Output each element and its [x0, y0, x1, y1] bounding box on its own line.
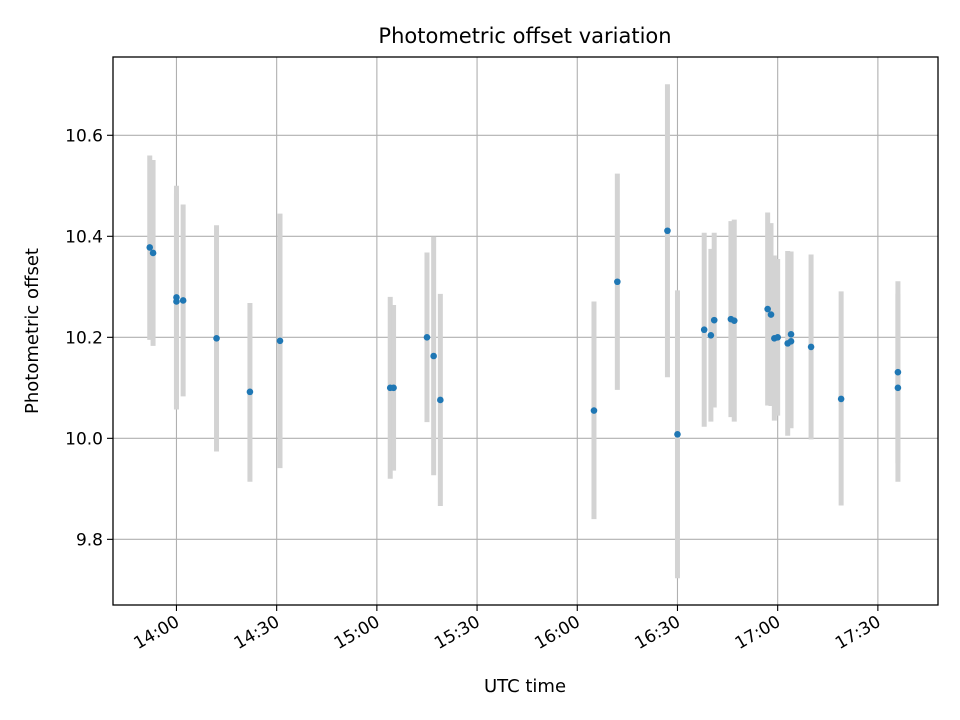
y-tick-label: 10.4: [65, 227, 103, 247]
data-point: [423, 334, 431, 341]
data-point: [664, 227, 671, 235]
data-point: [213, 335, 220, 342]
data-point: [390, 384, 397, 392]
y-tick-label: 9.8: [76, 530, 103, 550]
data-point: [837, 395, 845, 403]
data-point: [764, 305, 771, 313]
y-axis-ticks: 9.8 10.0 10.2 10.4 10.6: [65, 126, 113, 550]
data-point: [710, 316, 718, 324]
data-point: [707, 331, 715, 339]
data-point: [894, 384, 902, 392]
data-point: [787, 338, 795, 345]
data-point: [774, 334, 781, 341]
data-point: [149, 249, 157, 257]
y-tick-label: 10.2: [65, 328, 103, 348]
data-point: [430, 352, 437, 360]
data-point: [614, 278, 621, 286]
data-point: [246, 388, 254, 396]
data-point: [767, 311, 775, 318]
data-point: [674, 430, 681, 438]
data-point: [179, 297, 187, 304]
data-point: [807, 343, 815, 351]
y-axis-label: Photometric offset: [22, 248, 43, 414]
plot-frame: [112, 56, 939, 606]
data-point: [730, 317, 738, 324]
data-point: [276, 337, 284, 345]
y-tick-label: 10.0: [65, 429, 103, 449]
data-points: [146, 227, 902, 438]
data-point: [173, 298, 180, 305]
data-point: [590, 407, 598, 414]
data-point: [894, 368, 902, 376]
chart-title: Photometric offset variation: [378, 24, 671, 48]
data-point: [787, 330, 795, 338]
x-axis-label: UTC time: [484, 676, 566, 697]
data-point: [437, 396, 444, 404]
data-point: [146, 244, 154, 251]
y-tick-label: 10.6: [65, 126, 103, 146]
data-point: [700, 326, 708, 334]
